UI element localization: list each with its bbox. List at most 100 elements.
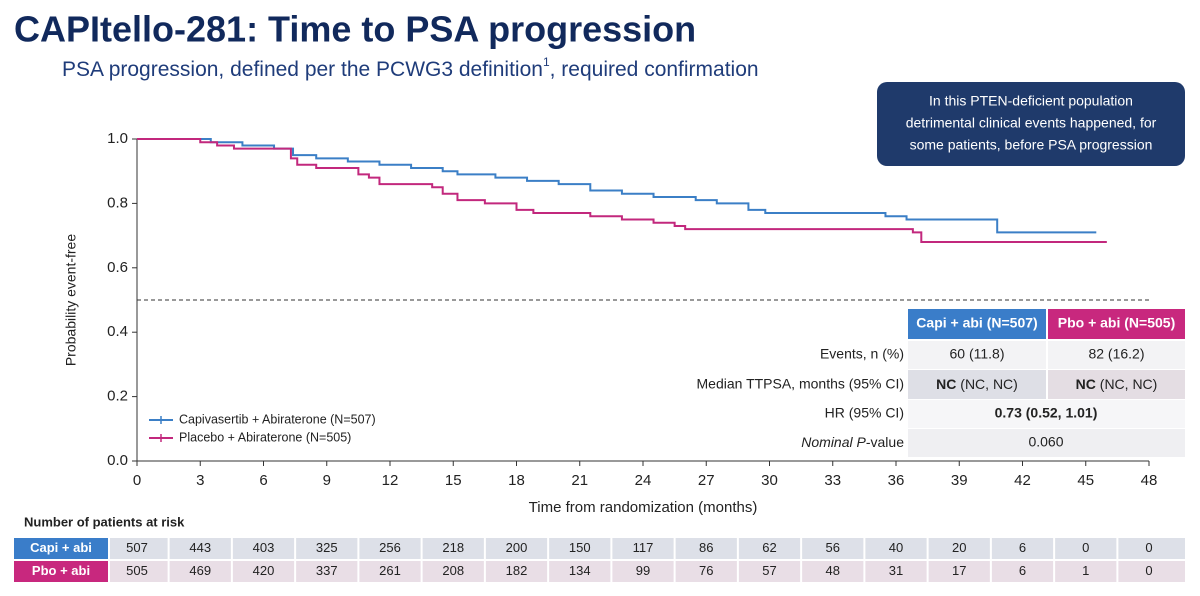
risk-value: 1: [1082, 563, 1089, 578]
title: CAPItello-281: Time to PSA progression: [14, 9, 696, 50]
stats-header-cell: [908, 309, 1046, 339]
subtitle: PSA progression, defined per the PCWG3 d…: [62, 55, 759, 80]
stats-value: 60 (11.8): [950, 346, 1005, 362]
risk-value: 17: [952, 563, 966, 578]
x-tick-label: 3: [196, 472, 204, 489]
stats-cell: [908, 429, 1185, 457]
stats-table: Capi + abi (N=507) Pbo + abi (N=505) 60 (1…: [697, 309, 1185, 457]
risk-value: 469: [189, 563, 211, 578]
risk-value: 443: [189, 540, 211, 555]
risk-value: 86: [699, 540, 713, 555]
stats-cell: [1048, 341, 1185, 369]
stats-value: 0.060: [1028, 434, 1063, 450]
risk-value: 6: [1019, 563, 1026, 578]
risk-value: 0: [1082, 540, 1089, 555]
legend-label: Placebo + Abiraterone (N=505): [179, 430, 351, 444]
y-tick-label: 1.0: [107, 130, 128, 147]
risk-value: 57: [762, 563, 776, 578]
x-tick-label: 45: [1077, 472, 1094, 489]
stats-cell: [908, 370, 1046, 399]
stats-label: HR (95% CI): [825, 405, 904, 421]
stats-value: 82 (16.2): [1088, 346, 1144, 362]
x-tick-label: 48: [1141, 472, 1158, 489]
risk-value: 117: [633, 540, 654, 555]
stats-cell: [908, 400, 1185, 428]
risk-value: 420: [253, 563, 275, 578]
subtitle-tail: , required confirmation: [550, 58, 759, 81]
callout-line: detrimental clinical events happened, fo…: [906, 115, 1157, 131]
stats-label: Nominal P-value: [801, 434, 904, 450]
subtitle-text: PSA progression, defined per the PCWG3 d…: [62, 58, 543, 81]
stats-value: 0.73 (0.52, 1.01): [995, 405, 1098, 421]
risk-value: 150: [569, 540, 591, 555]
stats-label: Median TTPSA, months (95% CI): [697, 376, 904, 392]
risk-title: Number of patients at risk: [24, 514, 185, 529]
stats-value-bold: NC: [936, 376, 956, 392]
x-tick-label: 18: [508, 472, 525, 489]
risk-label-cell: [14, 538, 108, 559]
risk-value: 505: [126, 563, 148, 578]
callout-line: some patients, before PSA progression: [910, 137, 1153, 153]
risk-value: 507: [126, 540, 148, 555]
risk-value: 31: [889, 563, 903, 578]
risk-table: Number of patients at risk Capi + abi 507 4…: [14, 514, 1185, 582]
risk-value: 200: [506, 540, 528, 555]
risk-label-cell: [14, 561, 108, 582]
x-tick-label: 21: [571, 472, 588, 489]
stats-label-italic: Nominal P: [801, 434, 866, 450]
risk-value: 6: [1019, 540, 1026, 555]
y-axis-label: Probability event-free: [63, 234, 79, 367]
x-tick-label: 9: [323, 472, 331, 489]
stats-cell: [1048, 370, 1185, 399]
y-tick-label: 0.6: [107, 259, 128, 276]
km-curve: [137, 138, 1107, 244]
stats-header: Pbo + abi (N=505): [1058, 315, 1175, 331]
x-tick-label: 36: [888, 472, 905, 489]
risk-value: 218: [442, 540, 464, 555]
km-curve: [137, 138, 1097, 234]
stats-value: NC (NC, NC): [936, 376, 1018, 392]
risk-value: 0: [1145, 563, 1152, 578]
stats-label-rest: -value: [866, 434, 904, 450]
risk-value: 208: [442, 563, 464, 578]
stats-value-bold: NC: [1076, 376, 1096, 392]
stats-label: Events, n (%): [820, 346, 904, 362]
y-tick-label: 0.8: [107, 194, 128, 211]
risk-value: 403: [253, 540, 275, 555]
legend-label: Capivasertib + Abiraterone (N=507): [179, 412, 376, 426]
x-tick-label: 0: [133, 472, 141, 489]
y-tick-label: 0.4: [107, 323, 128, 340]
risk-value: 134: [569, 563, 591, 578]
x-tick-label: 30: [761, 472, 778, 489]
risk-value: 99: [636, 563, 650, 578]
risk-value: 0: [1145, 540, 1152, 555]
risk-value: 256: [379, 540, 401, 555]
stats-header-cell: [1048, 309, 1185, 339]
risk-value: 337: [316, 563, 338, 578]
x-tick-label: 12: [382, 472, 399, 489]
x-tick-label: 6: [259, 472, 267, 489]
risk-label: Pbo + abi: [32, 563, 90, 578]
y-tick-label: 0.0: [107, 452, 128, 469]
stats-value-rest: (NC, NC): [956, 376, 1017, 392]
risk-label: Capi + abi: [30, 540, 92, 555]
callout-line: In this PTEN-deficient population: [929, 93, 1133, 109]
risk-value: 76: [699, 563, 713, 578]
risk-value: 182: [506, 563, 528, 578]
x-axis-label: Time from randomization (months): [529, 499, 758, 516]
y-tick-label: 0.2: [107, 388, 128, 405]
subtitle-sup: 1: [543, 55, 550, 69]
stats-value-rest: (NC, NC): [1096, 376, 1157, 392]
x-tick-label: 15: [445, 472, 462, 489]
x-tick-label: 24: [635, 472, 652, 489]
risk-value: 20: [952, 540, 966, 555]
x-tick-label: 39: [951, 472, 968, 489]
callout-box: [877, 82, 1185, 166]
x-tick-label: 42: [1014, 472, 1031, 489]
risk-row: [110, 561, 1185, 582]
x-tick-label: 33: [824, 472, 841, 489]
stats-cell: [908, 341, 1046, 369]
risk-value: 40: [889, 540, 903, 555]
x-tick-label: 27: [698, 472, 715, 489]
